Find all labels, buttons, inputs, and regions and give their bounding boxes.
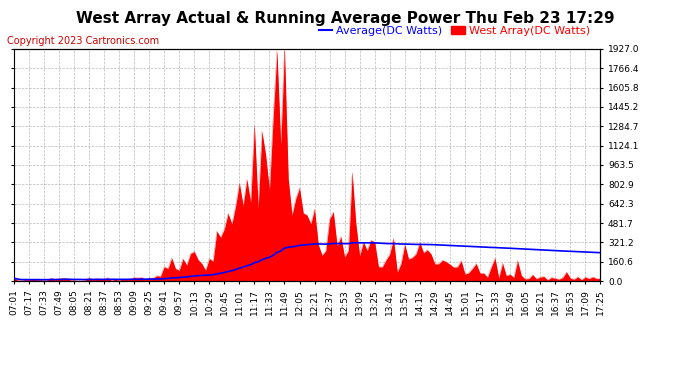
Text: West Array Actual & Running Average Power Thu Feb 23 17:29: West Array Actual & Running Average Powe… — [76, 11, 614, 26]
Text: Copyright 2023 Cartronics.com: Copyright 2023 Cartronics.com — [7, 36, 159, 46]
Legend: Average(DC Watts), West Array(DC Watts): Average(DC Watts), West Array(DC Watts) — [314, 22, 595, 40]
